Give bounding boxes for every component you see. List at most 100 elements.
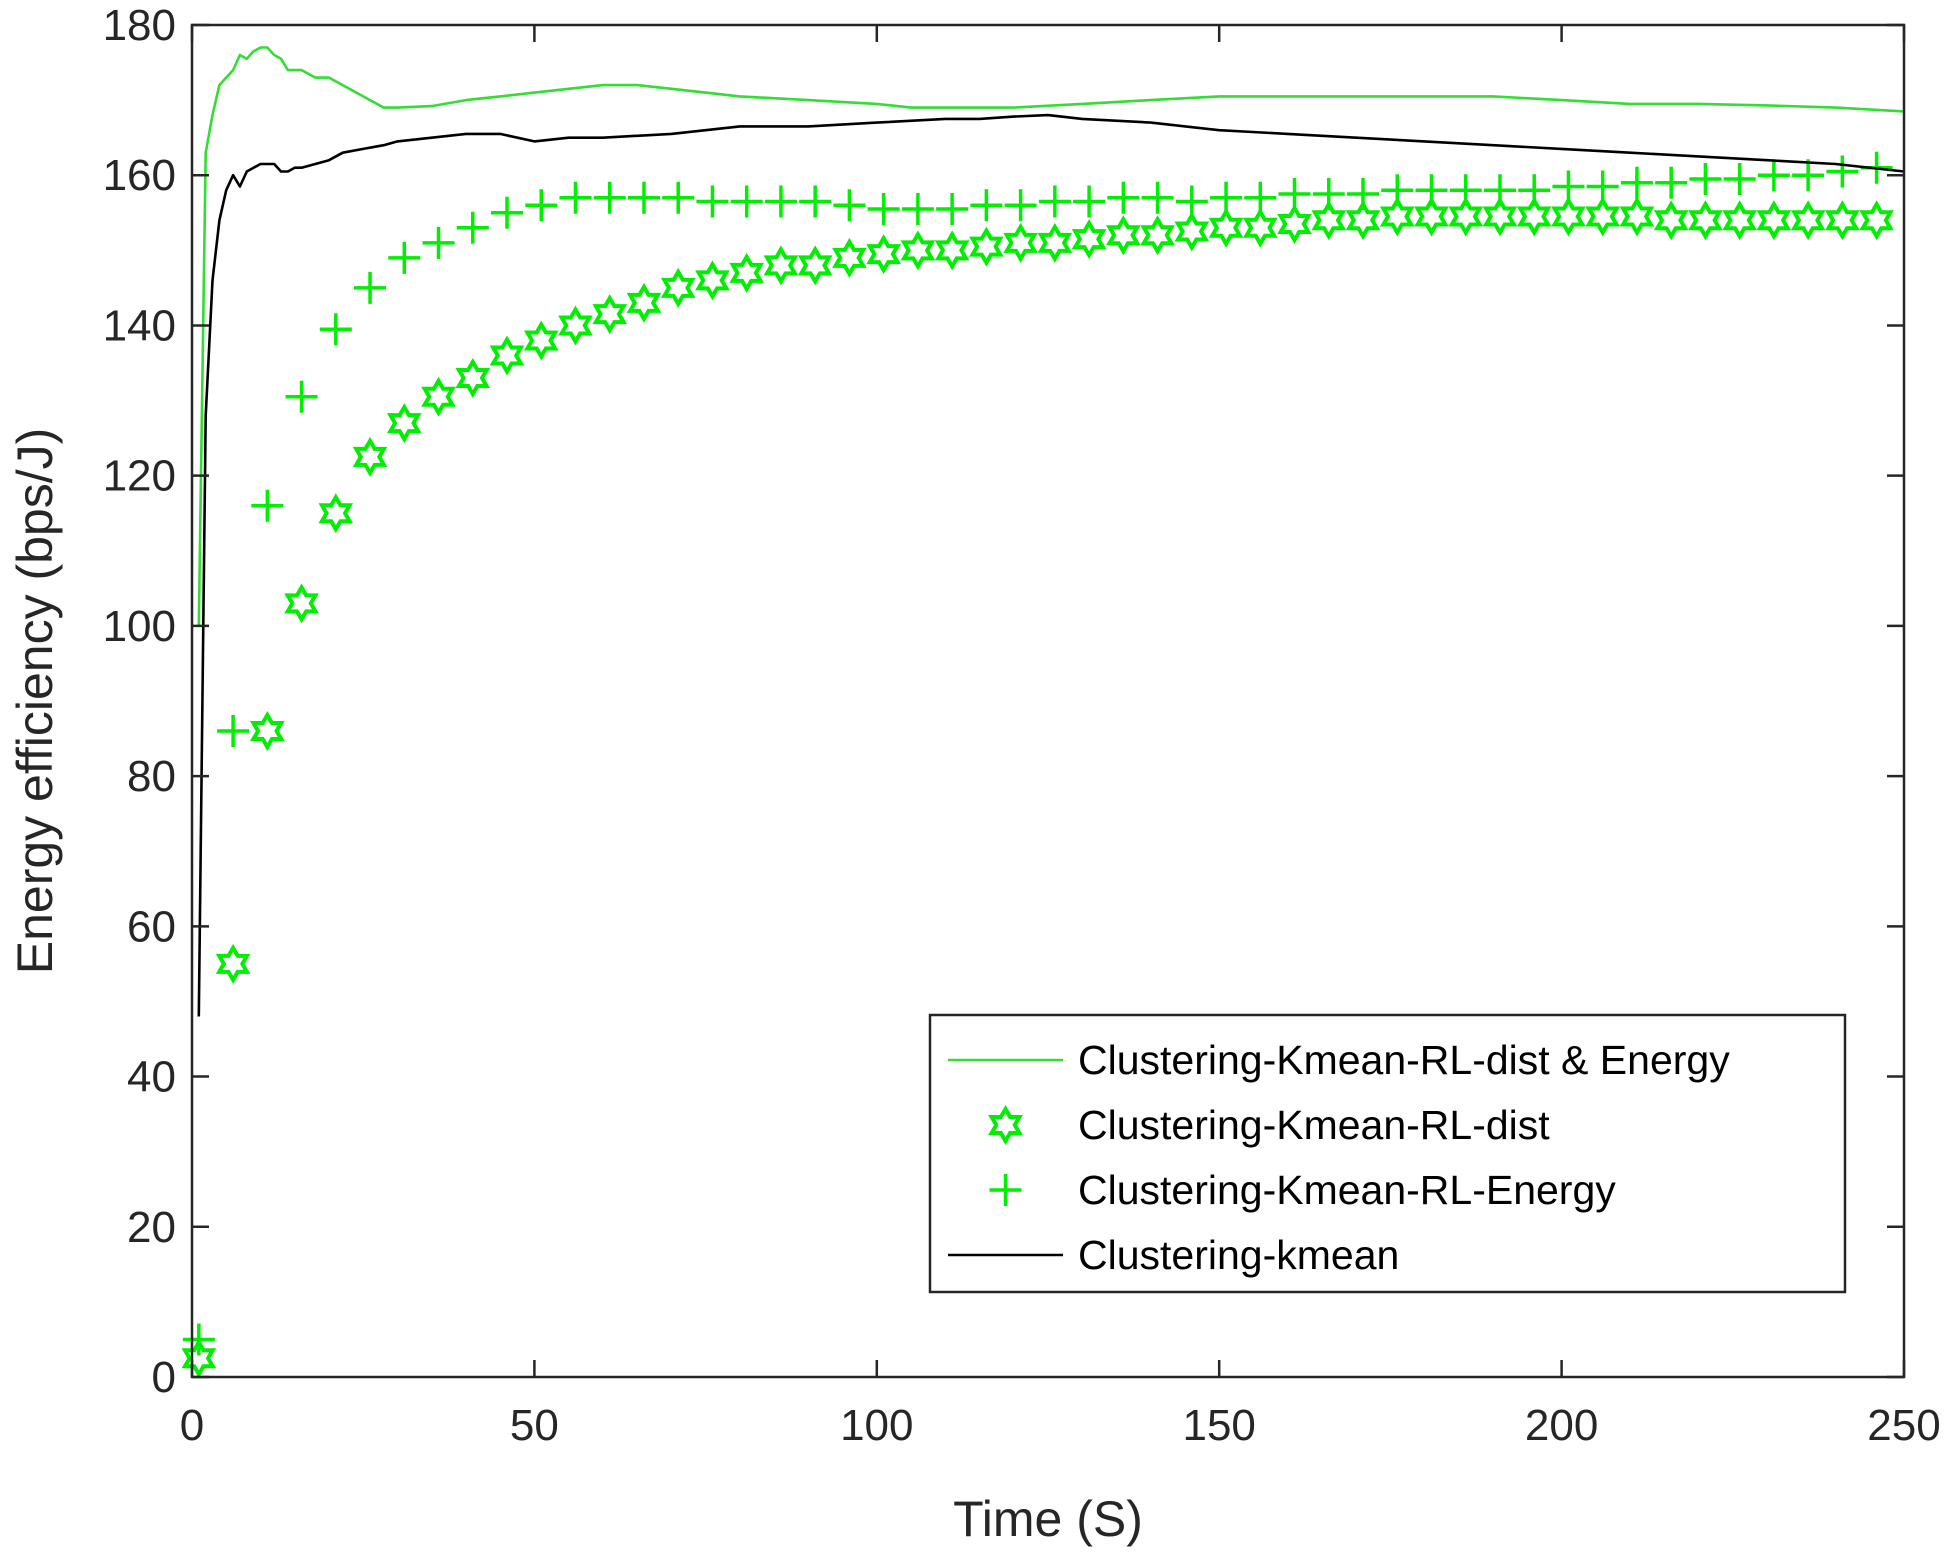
hexagram-marker bbox=[352, 436, 388, 477]
hexagram-marker bbox=[866, 234, 901, 275]
legend-label: Clustering-Kmean-RL-dist & Energy bbox=[1078, 1037, 1730, 1083]
plus-marker bbox=[970, 189, 1003, 222]
series-4-line bbox=[197, 113, 1905, 1017]
plus-marker bbox=[627, 181, 660, 214]
plus-marker bbox=[1141, 181, 1174, 214]
plus-marker bbox=[1107, 181, 1140, 214]
legend: Clustering-Kmean-RL-dist & Energy Cluster… bbox=[928, 1013, 1847, 1294]
plus-marker bbox=[593, 181, 626, 214]
y-tick-label: 80 bbox=[127, 752, 176, 801]
plus-marker bbox=[1038, 185, 1071, 218]
hexagram-marker bbox=[250, 711, 285, 752]
plus-marker bbox=[1278, 178, 1311, 210]
plus-marker bbox=[696, 185, 729, 218]
hexagram-marker bbox=[421, 376, 456, 417]
hexagram-marker bbox=[626, 282, 662, 323]
hexagram-marker bbox=[1551, 196, 1586, 237]
hexagram-marker bbox=[1859, 200, 1894, 241]
hexagram-marker bbox=[592, 294, 628, 335]
hexagram-marker bbox=[969, 226, 1004, 267]
hexagram-marker bbox=[763, 245, 799, 286]
hexagram-marker bbox=[1516, 196, 1552, 237]
plus-marker bbox=[456, 211, 489, 244]
y-tick-label: 40 bbox=[127, 1053, 176, 1102]
hexagram-marker bbox=[1414, 196, 1449, 237]
series-4 bbox=[197, 113, 1905, 1017]
plus-marker bbox=[525, 189, 558, 222]
hexagram-marker bbox=[1482, 196, 1518, 237]
plus-marker bbox=[867, 193, 900, 226]
x-tick-label: 150 bbox=[1182, 1401, 1255, 1450]
legend-label: Clustering-kmean bbox=[1078, 1232, 1399, 1278]
legend-item-1: Clustering-Kmean-RL-dist & Energy bbox=[948, 1037, 1730, 1083]
hexagram-marker bbox=[797, 245, 833, 286]
plus-marker bbox=[1826, 155, 1859, 188]
plus-marker bbox=[422, 226, 455, 259]
x-axis-title: Time (S) bbox=[953, 1491, 1143, 1547]
hexagram-marker bbox=[729, 252, 765, 293]
y-tick-label: 20 bbox=[127, 1203, 176, 1252]
hexagram-marker bbox=[489, 335, 525, 376]
plus-marker bbox=[1449, 174, 1482, 207]
series-layer bbox=[181, 46, 1905, 1379]
hexagram-marker bbox=[1825, 200, 1860, 241]
hexagram-marker bbox=[1619, 196, 1655, 237]
plus-marker bbox=[1210, 181, 1243, 214]
hexagram-marker bbox=[900, 230, 936, 271]
x-tick-label: 200 bbox=[1525, 1401, 1598, 1450]
hexagram-marker bbox=[318, 493, 354, 534]
plus-marker bbox=[833, 189, 866, 222]
series-2 bbox=[181, 196, 1894, 1379]
y-tick-label: 140 bbox=[103, 301, 176, 350]
series-1-line bbox=[197, 46, 1905, 626]
legend-item-2: Clustering-Kmean-RL-dist bbox=[988, 1102, 1550, 1148]
legend-label: Clustering-Kmean-RL-dist bbox=[1078, 1102, 1550, 1148]
plus-marker bbox=[319, 313, 352, 346]
legend-item-4: Clustering-kmean bbox=[948, 1232, 1399, 1278]
hexagram-marker bbox=[1653, 200, 1689, 241]
y-tick-label: 160 bbox=[103, 151, 176, 200]
plus-marker bbox=[1244, 181, 1277, 214]
plus-marker bbox=[1757, 159, 1790, 192]
plus-marker bbox=[1312, 178, 1345, 210]
y-tick-label: 100 bbox=[103, 602, 176, 651]
hexagram-marker bbox=[1311, 200, 1347, 241]
plus-marker bbox=[1004, 189, 1037, 222]
y-axis-title: Energy efficiency (bps/J) bbox=[7, 428, 63, 975]
axes-box bbox=[190, 23, 1906, 1379]
plus-marker bbox=[1620, 166, 1653, 199]
plus-marker bbox=[1415, 174, 1448, 207]
plus-marker bbox=[1655, 166, 1688, 199]
plus-marker bbox=[182, 1323, 215, 1356]
hexagram-marker bbox=[1722, 200, 1757, 241]
hexagram-marker bbox=[695, 260, 730, 301]
series-1 bbox=[197, 46, 1905, 626]
plus-marker bbox=[491, 196, 524, 229]
hexagram-marker bbox=[1688, 200, 1723, 241]
plus-marker bbox=[1073, 185, 1106, 218]
plus-marker bbox=[1723, 162, 1756, 195]
hexagram-marker bbox=[1140, 215, 1175, 256]
plus-marker bbox=[764, 185, 797, 218]
plus-marker bbox=[1552, 170, 1585, 203]
hexagram-marker bbox=[1174, 211, 1210, 252]
plus-marker bbox=[936, 193, 969, 226]
hexagram-marker bbox=[1037, 222, 1073, 263]
hexagram-marker bbox=[1208, 207, 1244, 248]
hexagram-marker bbox=[284, 583, 319, 624]
x-tick-label: 250 bbox=[1867, 1401, 1940, 1450]
hexagram-marker bbox=[1756, 200, 1792, 241]
hexagram-marker bbox=[1345, 200, 1381, 241]
hexagram-marker bbox=[1379, 196, 1415, 237]
hexagram-marker bbox=[934, 230, 970, 271]
hexagram-marker bbox=[832, 237, 867, 278]
plus-marker bbox=[1381, 174, 1414, 207]
hexagram-marker bbox=[1071, 219, 1107, 260]
plus-marker bbox=[354, 271, 387, 304]
plus-marker bbox=[662, 181, 695, 214]
plus-marker bbox=[1792, 159, 1825, 192]
plus-marker bbox=[285, 380, 318, 413]
hexagram-marker bbox=[1585, 196, 1621, 237]
plus-marker bbox=[388, 241, 421, 274]
hexagram-marker bbox=[181, 1338, 217, 1379]
